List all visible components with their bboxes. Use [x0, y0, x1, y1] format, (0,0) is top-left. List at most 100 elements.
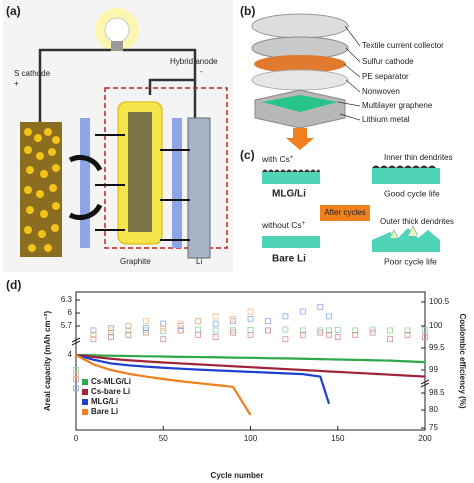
- ce-marker: [317, 329, 324, 336]
- anode-slab: [262, 172, 320, 184]
- panel-label: (a): [6, 4, 21, 18]
- y2-tick-label: 100.5: [429, 297, 450, 306]
- bulb-base: [111, 41, 123, 51]
- x-tick-label: 150: [331, 434, 345, 443]
- anode-slab: [372, 168, 440, 184]
- panel-label: (c): [240, 148, 255, 162]
- ce-marker: [387, 327, 394, 334]
- separator: [172, 118, 182, 248]
- graphene-coat: [372, 165, 436, 168]
- y2-axis-label: Coulombic efficiency (%): [458, 313, 467, 408]
- arrow: [286, 128, 314, 150]
- cycle-arrow: [68, 155, 103, 220]
- ce-marker: [160, 328, 167, 335]
- ce-marker: [73, 371, 79, 378]
- label-part: +: [302, 221, 306, 227]
- ce-marker: [404, 327, 411, 334]
- chart: (d) Cycle number Areal capacity (mAh cm⁻…: [6, 278, 467, 480]
- ce-marker: [90, 336, 97, 343]
- y-axis-label: Areal capacity (mAh cm⁻²): [43, 311, 52, 412]
- ce-marker: [352, 331, 359, 338]
- legend-label: Cs-MLG/Li: [91, 377, 131, 386]
- ce-marker: [90, 331, 97, 338]
- layer-label: PE separator: [362, 72, 409, 81]
- legend-swatch: [82, 379, 88, 385]
- label: Graphite: [120, 257, 151, 266]
- after-cycles-arrow: [320, 205, 370, 221]
- ce-marker: [177, 327, 184, 334]
- ce-marker: [212, 313, 219, 320]
- anode-slab: [372, 228, 440, 252]
- ce-marker: [142, 329, 149, 336]
- y-tick-label: 4: [68, 350, 73, 359]
- ce-marker: [334, 334, 341, 340]
- ce-marker: [422, 334, 428, 340]
- anode-slab: [262, 236, 320, 248]
- panel-c: (c) with Cs+ MLG/Li Inner thin dendrites…: [240, 148, 454, 266]
- ce-marker: [142, 318, 149, 325]
- label: with Cs+: [261, 154, 294, 164]
- label: +: [14, 79, 19, 88]
- panel-a: (a) S cathode + Hybrid anode - Graphite …: [3, 0, 233, 272]
- anode-box: [104, 87, 228, 249]
- ce-marker: [195, 318, 202, 325]
- label: Inner thin dendrites: [384, 153, 453, 162]
- x-tick-label: 100: [244, 434, 258, 443]
- legend-swatch: [82, 399, 88, 405]
- ce-marker: [299, 308, 306, 315]
- graphite-layers: [128, 112, 152, 232]
- x-tick-label: 0: [74, 434, 79, 443]
- x-tick-label: 50: [159, 434, 168, 443]
- ce-marker: [125, 327, 132, 334]
- panel-label: (d): [6, 278, 21, 292]
- capacity-line: [75, 354, 252, 416]
- layer-label: Nonwoven: [362, 87, 400, 96]
- ce-marker: [212, 334, 219, 340]
- ce-marker: [230, 315, 236, 322]
- label: MLG/Li: [272, 189, 306, 200]
- ce-marker: [387, 336, 394, 343]
- ce-marker: [299, 327, 306, 334]
- layer-disc: [251, 69, 349, 91]
- ce-marker: [108, 327, 114, 334]
- legend-swatch: [82, 409, 88, 415]
- ce-marker: [212, 327, 219, 334]
- ce-marker: [160, 336, 167, 343]
- ce-marker: [334, 327, 341, 333]
- graphene-coat: [262, 169, 320, 172]
- ce-marker: [404, 331, 411, 338]
- ce-marker: [142, 325, 149, 332]
- x-tick-label: 200: [418, 434, 432, 443]
- ce-marker: [326, 331, 332, 338]
- label: Hybrid anode: [170, 57, 218, 66]
- layer-disc: [251, 13, 349, 39]
- y2-tick-label: 99: [429, 365, 438, 374]
- ce-marker: [177, 320, 184, 327]
- ce-marker: [265, 318, 271, 325]
- label-part: without Cs: [261, 220, 302, 230]
- ce-marker: [299, 331, 306, 338]
- ce-marker: [195, 331, 202, 338]
- label: Good cycle life: [384, 188, 440, 198]
- ce-marker: [422, 327, 428, 333]
- ce-marker: [247, 308, 254, 315]
- label: without Cs+: [261, 220, 306, 230]
- ce-marker: [326, 327, 332, 334]
- label: Poor cycle life: [384, 256, 437, 266]
- panel-b: (b) Textile current collector Sulfur cat…: [240, 4, 444, 150]
- ion-arrows: [95, 134, 190, 241]
- separator: [80, 118, 90, 248]
- label: -: [200, 67, 203, 76]
- label: S cathode: [14, 69, 51, 78]
- layer-label: Multilayer graphene: [362, 101, 433, 110]
- ce-marker: [108, 334, 114, 340]
- ce-marker: [369, 326, 376, 333]
- y2-tick-label: 75: [429, 423, 438, 432]
- layer-label: Sulfur cathode: [362, 57, 414, 66]
- label: Li: [196, 257, 202, 266]
- ce-marker: [73, 385, 79, 392]
- layer-label: Lithium metal: [362, 115, 410, 124]
- label: Bare Li: [272, 254, 306, 265]
- ce-marker: [352, 327, 359, 334]
